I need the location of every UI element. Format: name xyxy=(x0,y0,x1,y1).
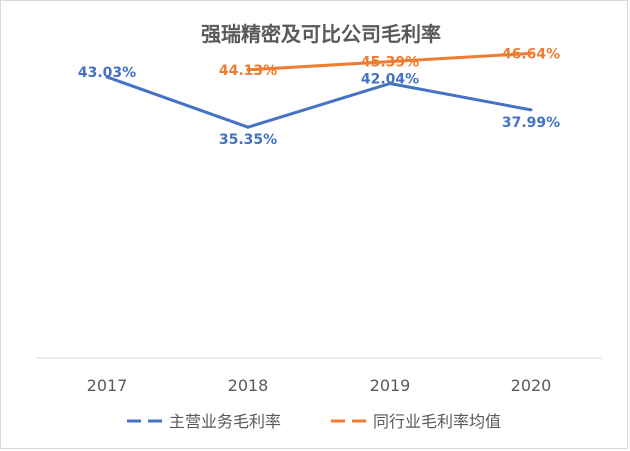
series-lines xyxy=(105,51,533,129)
x-tick-labels: 2017 2018 2019 2020 xyxy=(87,376,552,395)
x-tick-label: 2017 xyxy=(87,376,128,395)
x-tick-label: 2020 xyxy=(511,376,552,395)
data-label: 37.99% xyxy=(502,115,560,131)
data-label: 43.03% xyxy=(78,65,136,81)
data-label: 44.13% xyxy=(219,63,277,79)
legend: 主营业务毛利率 同行业毛利率均值 xyxy=(127,412,501,431)
series-line-1 xyxy=(105,75,533,129)
series-line-2 xyxy=(246,51,533,72)
data-label: 35.35% xyxy=(219,132,277,148)
data-label: 46.64% xyxy=(502,46,560,62)
data-label: 45.39% xyxy=(361,55,419,71)
data-label: 42.04% xyxy=(361,72,419,88)
x-tick-label: 2018 xyxy=(228,376,269,395)
legend-label: 主营业务毛利率 xyxy=(169,412,281,431)
chart-title: 强瑞精密及可比公司毛利率 xyxy=(201,22,441,46)
x-tick-label: 2019 xyxy=(370,376,411,395)
data-labels: 43.03% 35.35% 42.04% 37.99% 44.13% 45.39% 46.6… xyxy=(78,46,560,148)
legend-label: 同行业毛利率均值 xyxy=(373,412,501,431)
